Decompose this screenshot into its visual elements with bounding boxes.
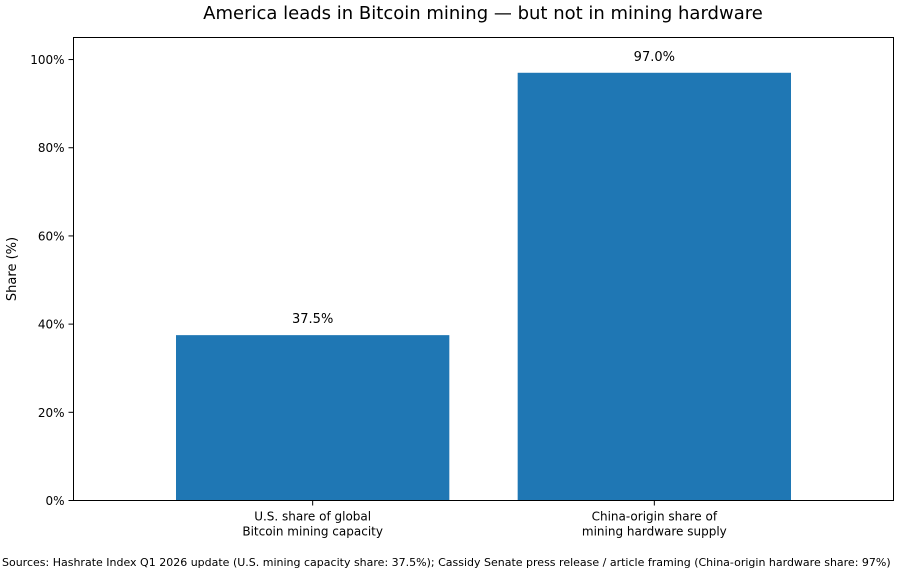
x-tick-label: China-origin share of — [592, 510, 718, 524]
bar-chart: America leads in Bitcoin mining — but no… — [5, 3, 894, 539]
y-tick-label: 0% — [45, 494, 64, 508]
sources-note: Sources: Hashrate Index Q1 2026 update (… — [2, 556, 891, 569]
bar-value-label: 97.0% — [634, 50, 675, 65]
plot-frame — [73, 37, 894, 501]
y-tick-label: 40% — [38, 318, 65, 332]
y-tick-label: 100% — [30, 53, 64, 67]
chart-title: America leads in Bitcoin mining — but no… — [203, 3, 763, 24]
x-tick-label: U.S. share of global — [254, 510, 371, 524]
bar — [176, 335, 450, 501]
x-tick-label: Bitcoin mining capacity — [242, 525, 383, 539]
bar-value-label: 37.5% — [292, 312, 333, 327]
y-tick-label: 20% — [38, 406, 65, 420]
y-tick-label: 80% — [38, 141, 65, 155]
bar-value-labels: 37.5% 97.0% — [292, 50, 675, 327]
x-tick-label: mining hardware supply — [582, 525, 727, 539]
y-axis-label: Share (%) — [5, 237, 20, 301]
bars — [176, 72, 791, 501]
bar — [517, 72, 791, 501]
y-axis-ticks: 0% 20% 40% 60% 80% 100% — [30, 53, 74, 508]
y-tick-label: 60% — [38, 229, 65, 243]
